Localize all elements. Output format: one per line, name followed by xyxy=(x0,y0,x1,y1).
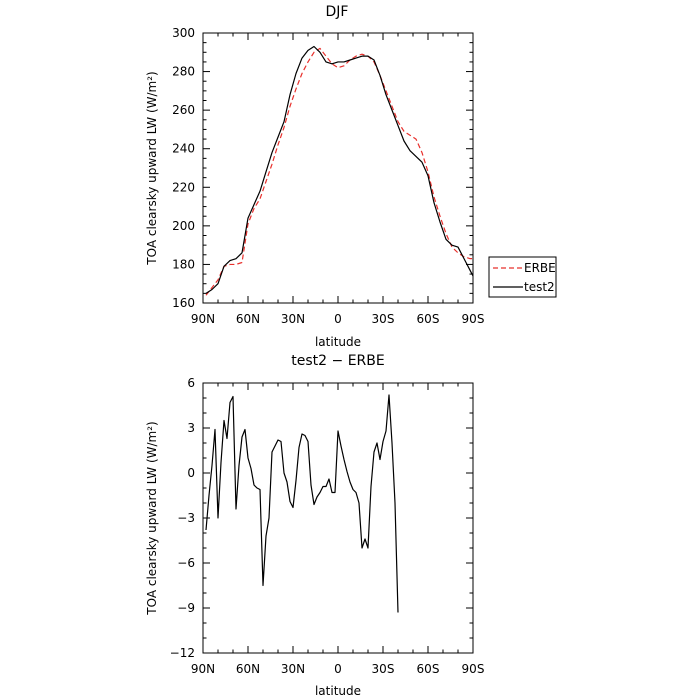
bottom-chart-xlabel: latitude xyxy=(315,684,361,698)
bottom-chart-panel: test2 − ERBE 90N 60N 30N 0 30S 60S 90S −12 −9 −6 −… xyxy=(145,353,484,698)
top-chart-title: DJF xyxy=(326,4,349,20)
top-chart-xlabel: latitude xyxy=(315,335,361,349)
bottom-ytick-label: −3 xyxy=(177,511,195,525)
top-xtick-label: 60S xyxy=(417,312,440,326)
bottom-xtick-label: 30S xyxy=(372,662,395,676)
bottom-ytick-label: −6 xyxy=(177,556,195,570)
bottom-series-line-diff xyxy=(205,394,399,613)
top-chart-panel: DJF 90N 60N 30N 0 30S 60S 90S 160 180 200 220 240 26… xyxy=(145,4,557,349)
bottom-chart-frame xyxy=(202,382,474,654)
top-series-line-erbe xyxy=(205,47,473,296)
bottom-ytick-label: −12 xyxy=(170,646,195,660)
top-xtick-label: 30S xyxy=(372,312,395,326)
top-xtick-label: 0 xyxy=(334,312,342,326)
top-ytick-label: 180 xyxy=(172,257,195,271)
bottom-ytick-label: 0 xyxy=(187,466,195,480)
legend-label-test2: test2 xyxy=(524,280,555,294)
top-chart-ylabel: TOA clearsky upward LW (W/m²) xyxy=(145,71,159,265)
top-ytick-label: 220 xyxy=(172,180,195,194)
bottom-ytick-label: 3 xyxy=(187,421,195,435)
bottom-ytick-label: −9 xyxy=(177,601,195,615)
bottom-xtick-label: 90S xyxy=(462,662,485,676)
top-chart-series xyxy=(205,45,474,296)
top-ytick-label: 160 xyxy=(172,296,195,310)
top-xtick-label: 60N xyxy=(236,312,260,326)
top-xtick-label: 90S xyxy=(462,312,485,326)
legend: ERBE test2 xyxy=(488,256,557,298)
bottom-chart-ticks: 90N 60N 30N 0 30S 60S 90S −12 −9 −6 −3 0 3 6 xyxy=(170,376,485,676)
bottom-xtick-label: 0 xyxy=(334,662,342,676)
top-xtick-label: 90N xyxy=(191,312,215,326)
bottom-chart-title: test2 − ERBE xyxy=(291,353,384,369)
bottom-xtick-label: 90N xyxy=(191,662,215,676)
legend-box xyxy=(488,256,557,298)
top-ytick-label: 280 xyxy=(172,65,195,79)
top-series-line-test2 xyxy=(205,45,474,294)
top-ytick-label: 300 xyxy=(172,26,195,40)
bottom-xtick-label: 60S xyxy=(417,662,440,676)
legend-label-erbe: ERBE xyxy=(524,261,556,275)
top-ytick-label: 260 xyxy=(172,103,195,117)
top-ytick-label: 200 xyxy=(172,219,195,233)
bottom-xtick-label: 60N xyxy=(236,662,260,676)
top-ytick-label: 240 xyxy=(172,142,195,156)
top-xtick-label: 30N xyxy=(281,312,305,326)
bottom-xtick-label: 30N xyxy=(281,662,305,676)
bottom-ytick-label: 6 xyxy=(187,376,195,390)
top-chart-ticks: 90N 60N 30N 0 30S 60S 90S 160 180 200 220 240 260 280… xyxy=(172,26,484,326)
bottom-chart-series xyxy=(205,394,399,613)
bottom-chart-ylabel: TOA clearsky upward LW (W/m²) xyxy=(145,421,159,615)
top-chart-frame xyxy=(202,32,474,304)
